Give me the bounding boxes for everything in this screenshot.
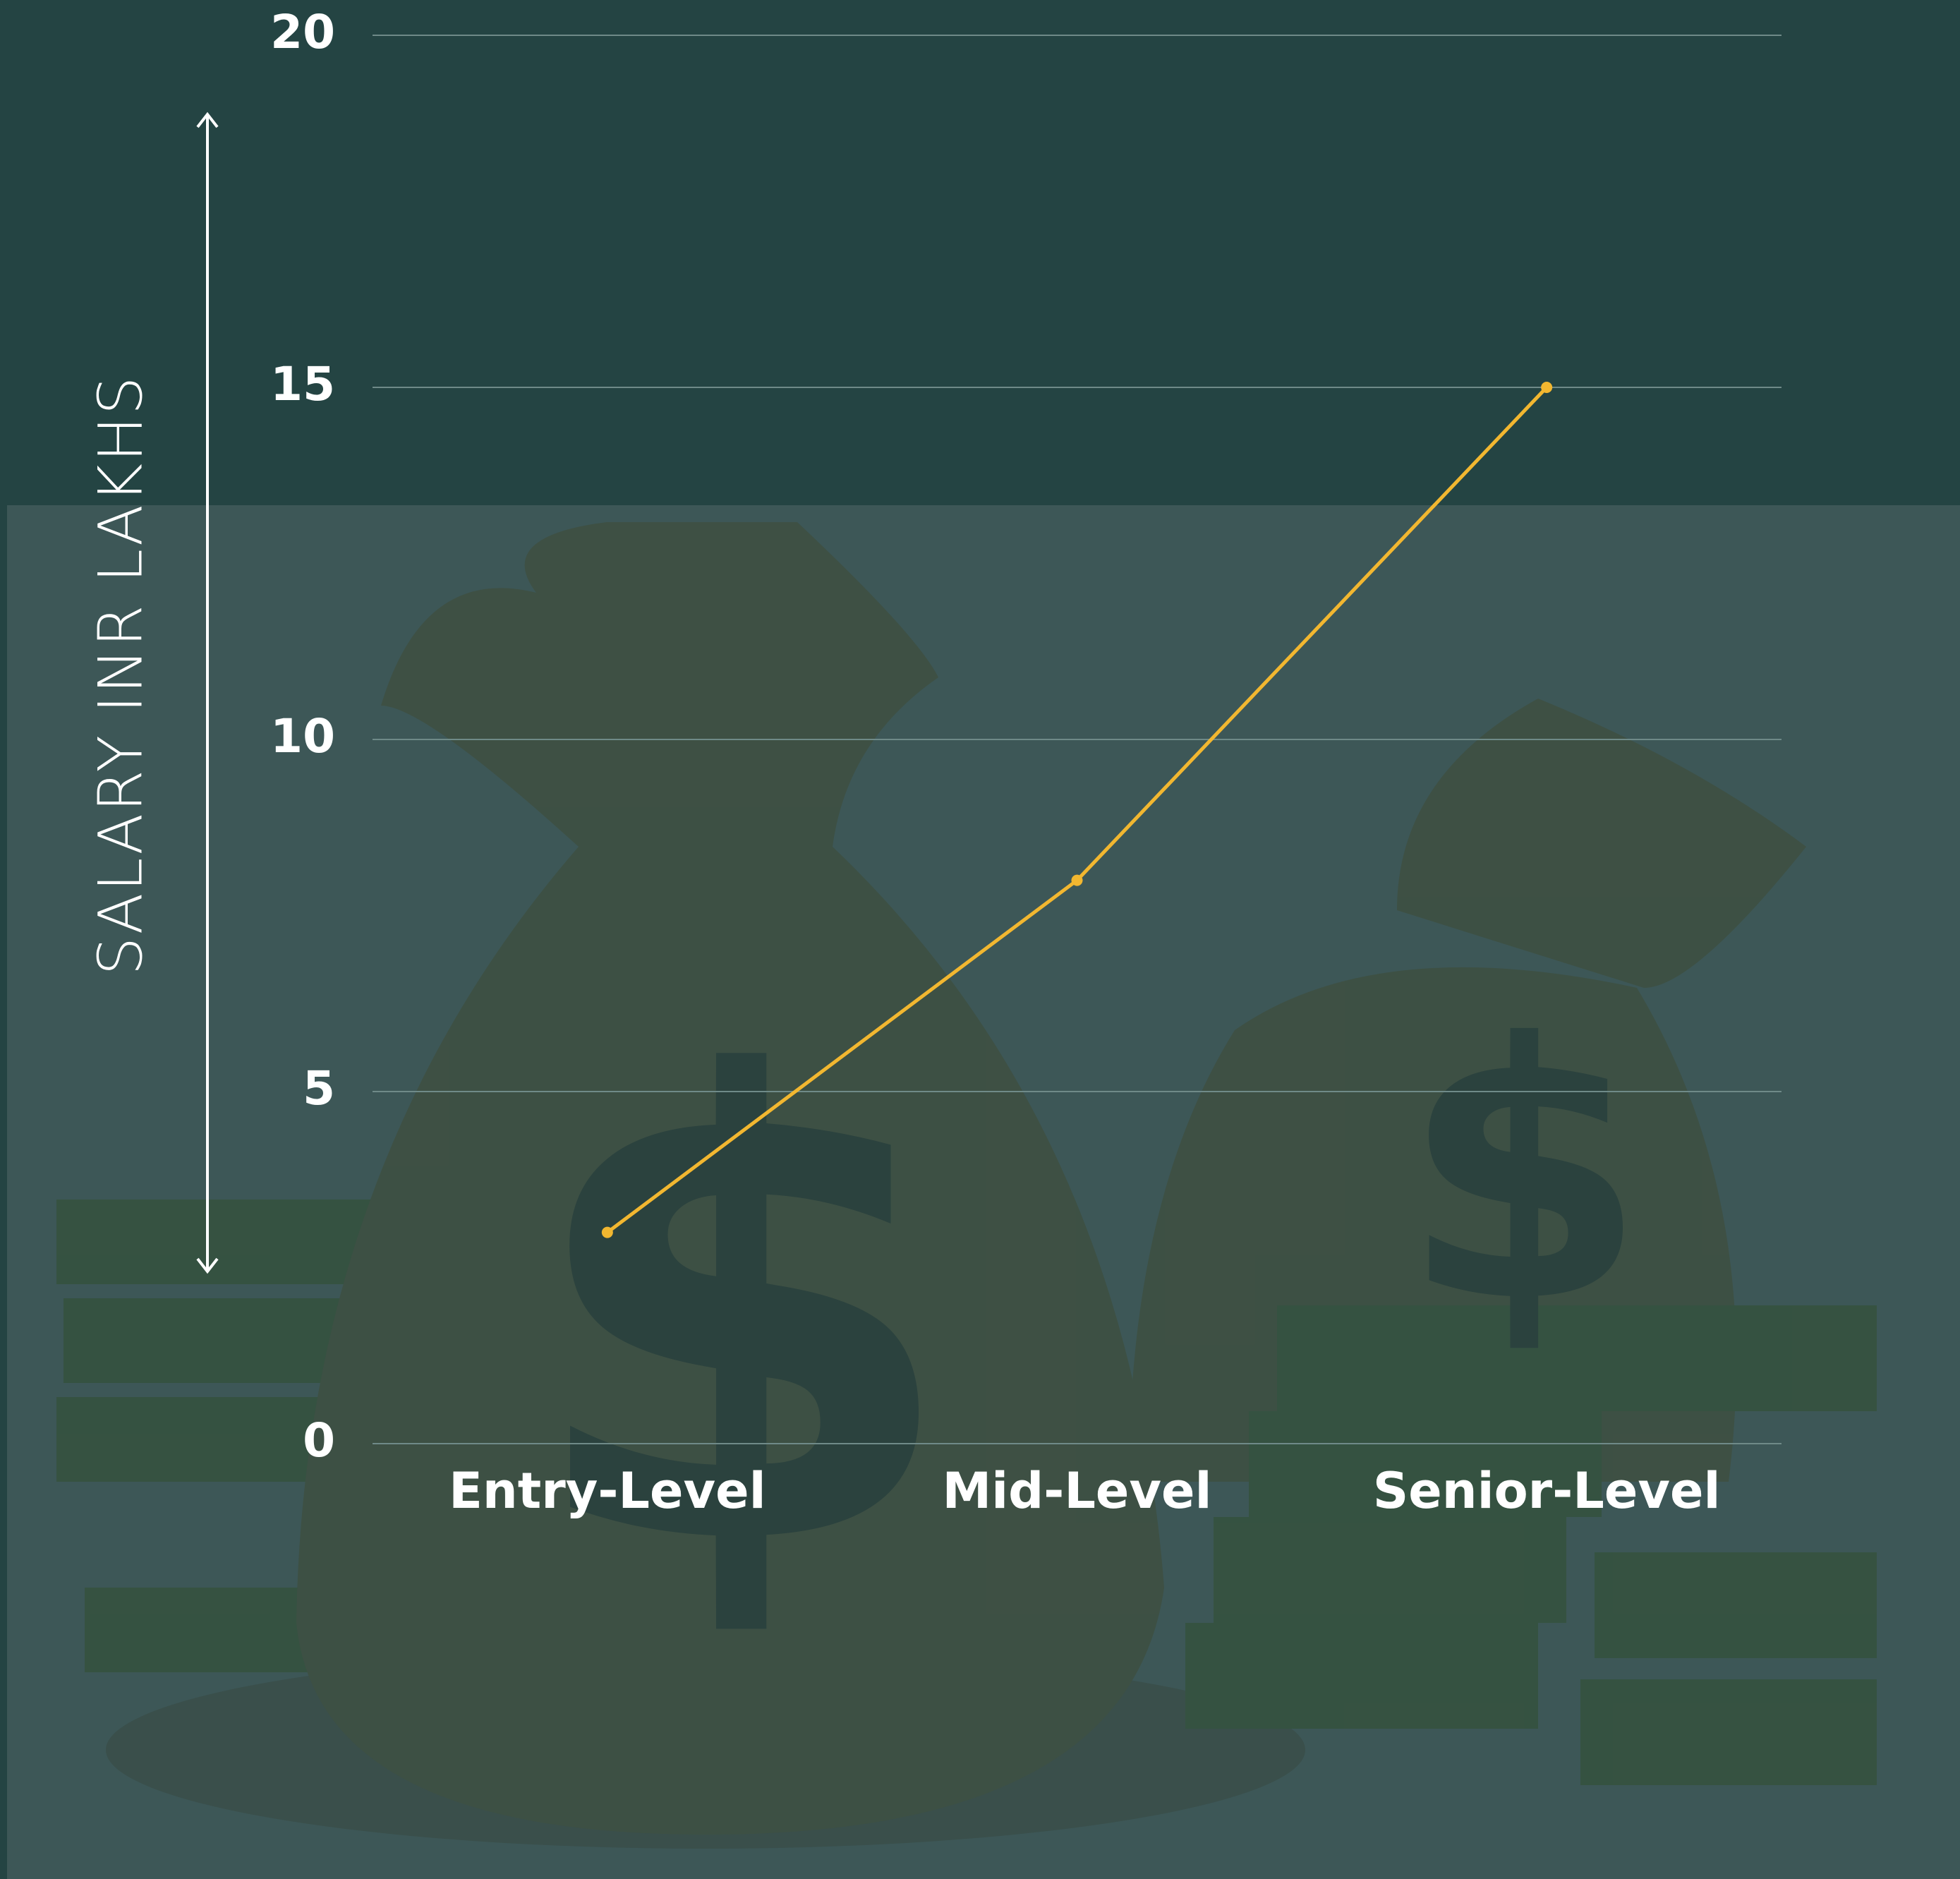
dollar-sign: $ (520, 947, 962, 1686)
x-tick-label: Senior-Level (1373, 1462, 1721, 1520)
x-tick-label: Entry-Level (449, 1462, 766, 1520)
y-tick-label: 0 (303, 1413, 335, 1468)
y-tick-label: 15 (270, 357, 335, 411)
y-axis-arrow (196, 111, 219, 1274)
y-tick-label: 20 (270, 5, 335, 59)
money-illustration: $ $ (56, 522, 1877, 1849)
y-axis-label: SALARY INR LAKHS (86, 375, 157, 975)
x-tick-label: Mid-Level (943, 1462, 1212, 1520)
point (601, 1226, 613, 1238)
point (1071, 874, 1083, 886)
y-tick-label: 5 (303, 1061, 335, 1116)
point (1541, 382, 1553, 393)
dollar-sign: $ (1401, 969, 1647, 1379)
top-background (0, 0, 1960, 505)
y-tick-label: 10 (270, 709, 335, 763)
